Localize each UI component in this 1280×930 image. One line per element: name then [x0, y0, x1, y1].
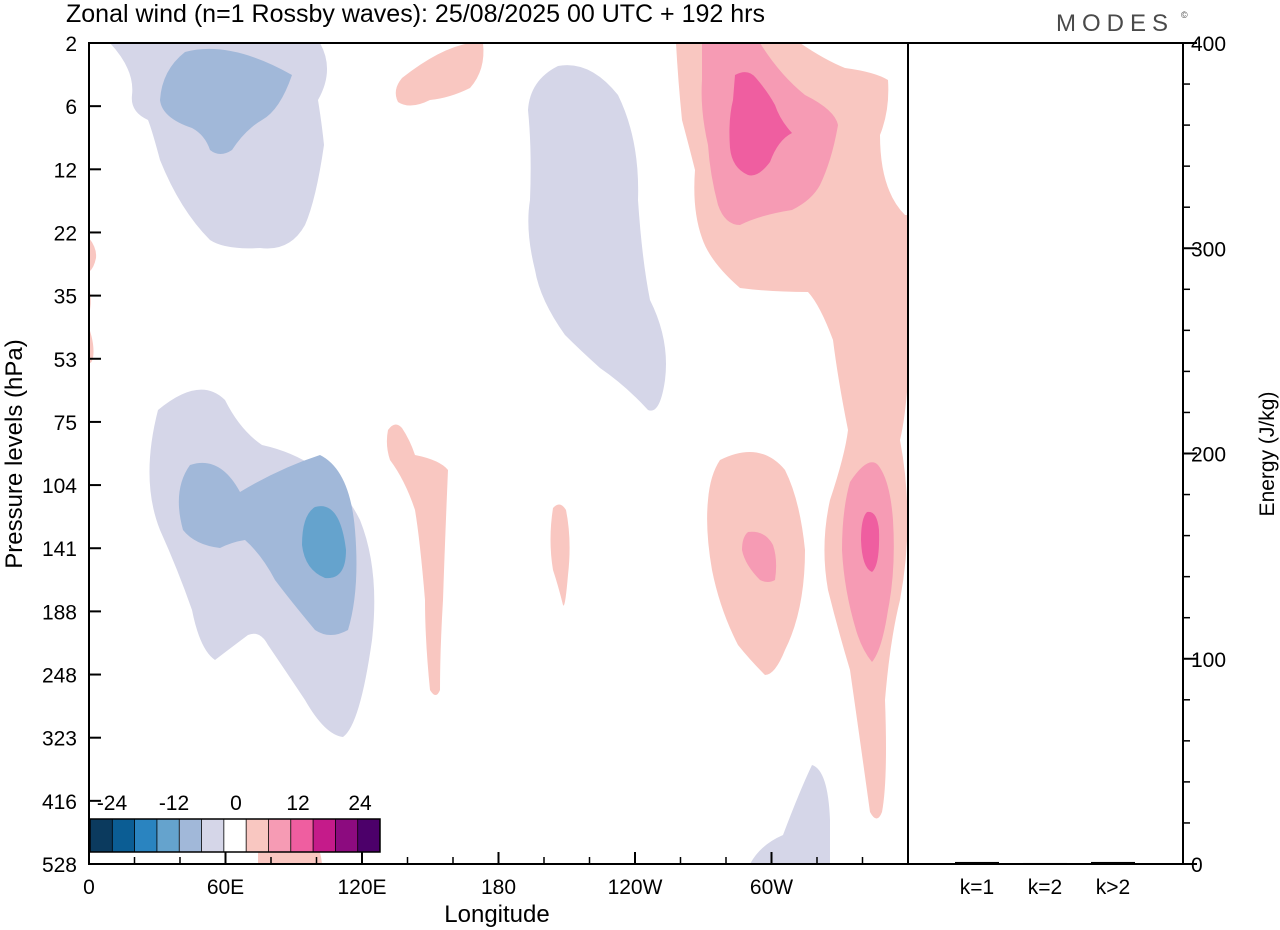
colorbar-swatch — [246, 819, 269, 852]
y-axis-title: Pressure levels (hPa) — [1, 339, 28, 568]
energy-axis-title: Energy (J/kg) — [1256, 392, 1279, 517]
energy-bar — [955, 861, 999, 864]
colorbar-swatch — [357, 819, 381, 852]
contour-lower-east-core-a — [742, 531, 777, 582]
energy-bar — [1091, 861, 1135, 864]
colorbar-label: 24 — [348, 792, 372, 815]
y-tick-label: 2 — [65, 33, 77, 56]
x-tick-label: 60W — [750, 876, 793, 899]
y-tick-label: 248 — [42, 665, 77, 688]
x-tick-label: 60E — [207, 876, 244, 899]
energy-tick-label: 200 — [1191, 444, 1226, 467]
colorbar-swatch — [201, 819, 225, 852]
contour-upper-east-center — [729, 72, 792, 176]
energy-axis: 0 100 200 300 400 — [1183, 33, 1226, 877]
contour-lower-west-center — [302, 506, 346, 579]
energy-category-label: k=2 — [1028, 876, 1062, 899]
y-tick-label: 22 — [54, 222, 77, 245]
x-axis-title: Longitude — [444, 901, 549, 928]
colorbar-swatch — [134, 819, 158, 852]
colorbar-swatch — [335, 819, 359, 852]
y-tick-label: 416 — [42, 791, 77, 814]
colorbar: -24 -12 0 12 24 — [89, 785, 381, 853]
contour-top-positive-blob — [395, 43, 484, 106]
contour-edge-positive-lower — [89, 328, 94, 363]
energy-tick-label: 0 — [1191, 854, 1203, 877]
y-tick-label: 53 — [54, 349, 77, 372]
contour-lower-east-strip-b — [550, 504, 570, 606]
contour-lower-east-center — [861, 511, 880, 572]
brand-copyright-mark: © — [1181, 10, 1188, 20]
contour-surface-negative — [750, 765, 830, 864]
colorbar-swatch — [313, 819, 336, 852]
colorbar-swatch — [156, 819, 180, 852]
x-tick-label: 120E — [337, 876, 386, 899]
colorbar-swatch — [223, 819, 247, 852]
contour-upper-east-positive — [676, 43, 908, 819]
y-tick-label: 75 — [54, 412, 77, 435]
colorbar-label: -12 — [159, 792, 189, 815]
contour-field — [89, 43, 908, 864]
y-tick-label: 141 — [42, 538, 77, 561]
contour-lower-east-strip-a — [386, 424, 448, 695]
y-tick-label: 528 — [42, 854, 77, 877]
colorbar-swatch — [290, 819, 314, 852]
chart-title: Zonal wind (n=1 Rossby waves): 25/08/202… — [66, 0, 765, 28]
colorbar-label-background — [89, 785, 381, 819]
y-tick-label: 35 — [54, 286, 77, 309]
colorbar-label: 0 — [230, 792, 242, 815]
contour-upper-west-core — [160, 48, 292, 154]
y-tick-label: 188 — [42, 601, 77, 624]
y-tick-label: 6 — [65, 96, 77, 119]
contour-central-upper-negative — [528, 65, 666, 411]
y-tick-label: 323 — [42, 728, 77, 751]
colorbar-swatch — [179, 819, 202, 852]
colorbar-label: 12 — [286, 792, 309, 815]
energy-category-label: k=1 — [960, 876, 994, 899]
energy-plot-frame — [907, 42, 1184, 865]
y-axis: 2 6 12 22 35 53 75 104 141 188 248 323 416 528 — [42, 33, 101, 877]
x-tick-label: 0 — [83, 876, 95, 899]
x-axis: 0 60E 120E 180 120W 60W — [83, 852, 864, 899]
colorbar-swatch — [268, 819, 292, 852]
energy-category-label: k>2 — [1096, 876, 1130, 899]
y-tick-label: 12 — [54, 159, 77, 182]
contour-lower-west-core — [178, 455, 357, 635]
energy-tick-label: 300 — [1191, 238, 1226, 261]
x-tick-label: 180 — [481, 876, 516, 899]
y-tick-label: 104 — [42, 475, 77, 498]
colorbar-swatch — [112, 819, 136, 852]
energy-bars: k=1 k=2 k>2 — [955, 861, 1135, 899]
energy-tick-label: 400 — [1191, 33, 1226, 56]
energy-bar — [1023, 862, 1067, 864]
x-tick-label: 120W — [608, 876, 663, 899]
energy-tick-label: 100 — [1191, 649, 1226, 672]
colorbar-label: -24 — [97, 792, 128, 815]
brand-logo: MODES — [1056, 10, 1174, 37]
colorbar-swatch — [90, 819, 113, 852]
contour-edge-positive-upper — [89, 238, 97, 272]
